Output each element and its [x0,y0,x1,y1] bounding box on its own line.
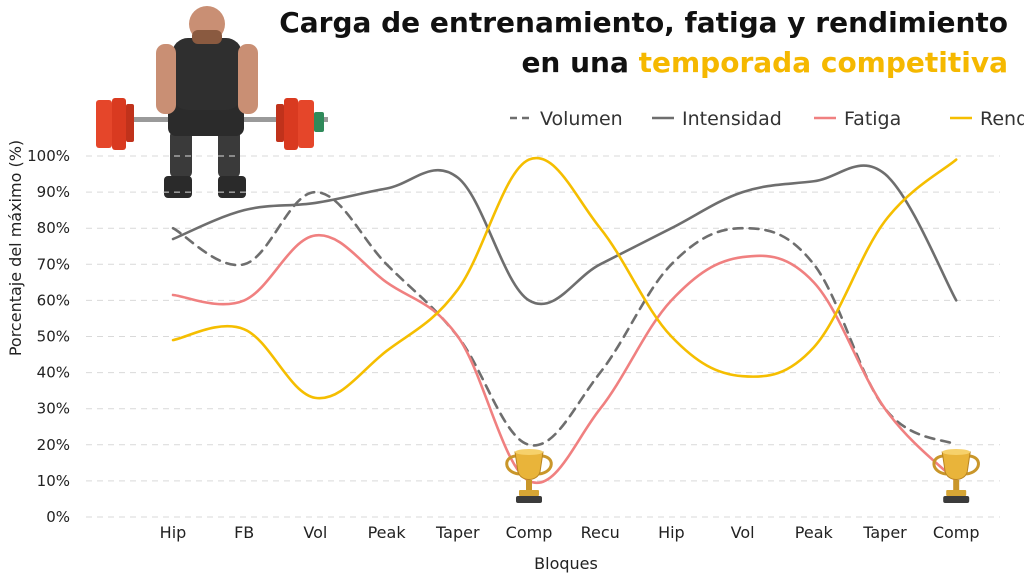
x-tick-label: Hip [160,523,187,542]
x-tick-label: Hip [658,523,685,542]
legend: Volumen Intensidad Fatiga Rendimiento [510,108,1024,130]
x-tick-label: Recu [581,523,620,542]
series-line-rendimiento [171,156,958,400]
series-line-intensidad [171,164,958,306]
y-axis-title: Porcentaje del máximo (%) [6,140,25,356]
y-tick-label: 0% [46,508,70,526]
x-axis-title: Bloques [534,554,598,573]
annotations [505,449,980,503]
x-tick-label: Peak [368,523,407,542]
legend-label-volumen: Volumen [540,108,623,130]
y-tick-label: 50% [37,328,70,346]
x-tick-label: Comp [506,523,553,542]
x-tick-label: Taper [862,523,907,542]
y-tick-label: 100% [27,147,70,165]
chart-title-line2: en una temporada competitiva [521,46,1008,79]
y-tick-label: 20% [37,436,70,454]
x-tick-label: Vol [303,523,327,542]
x-tick-label: Peak [795,523,834,542]
chart-title-prefix: en una [521,46,638,79]
series-group [171,156,958,485]
y-tick-label: 90% [37,183,70,201]
x-tick-label: Taper [435,523,480,542]
legend-label-intensidad: Intensidad [682,108,782,130]
chart-title-line1: Carga de entrenamiento, fatiga y rendimi… [279,6,1008,39]
series-line-volumen [171,190,958,447]
y-tick-label: 60% [37,291,70,309]
x-tick-label: FB [234,523,254,542]
x-axis: Hip FB Vol Peak Taper Comp Recu Hip Vol Peak Taper… [160,523,980,542]
y-tick-label: 30% [37,400,70,418]
weightlifter-image [96,6,328,198]
chart-title-highlight: temporada competitiva [639,46,1008,79]
y-tick-label: 40% [37,364,70,382]
y-tick-label: 70% [37,255,70,273]
y-tick-label: 10% [37,472,70,490]
x-tick-label: Comp [933,523,980,542]
y-axis: 0% 10% 20% 30% 40% 50% 60% 70% 80% 90% 100% [27,147,70,526]
x-tick-label: Vol [731,523,755,542]
trophy-icon [505,449,553,503]
legend-label-fatiga: Fatiga [844,108,901,130]
series-line-fatiga [171,234,958,485]
legend-label-rendimiento: Rendimiento [980,108,1024,130]
trophy-icon [932,449,980,503]
grid [86,155,1000,518]
y-tick-label: 80% [37,219,70,237]
